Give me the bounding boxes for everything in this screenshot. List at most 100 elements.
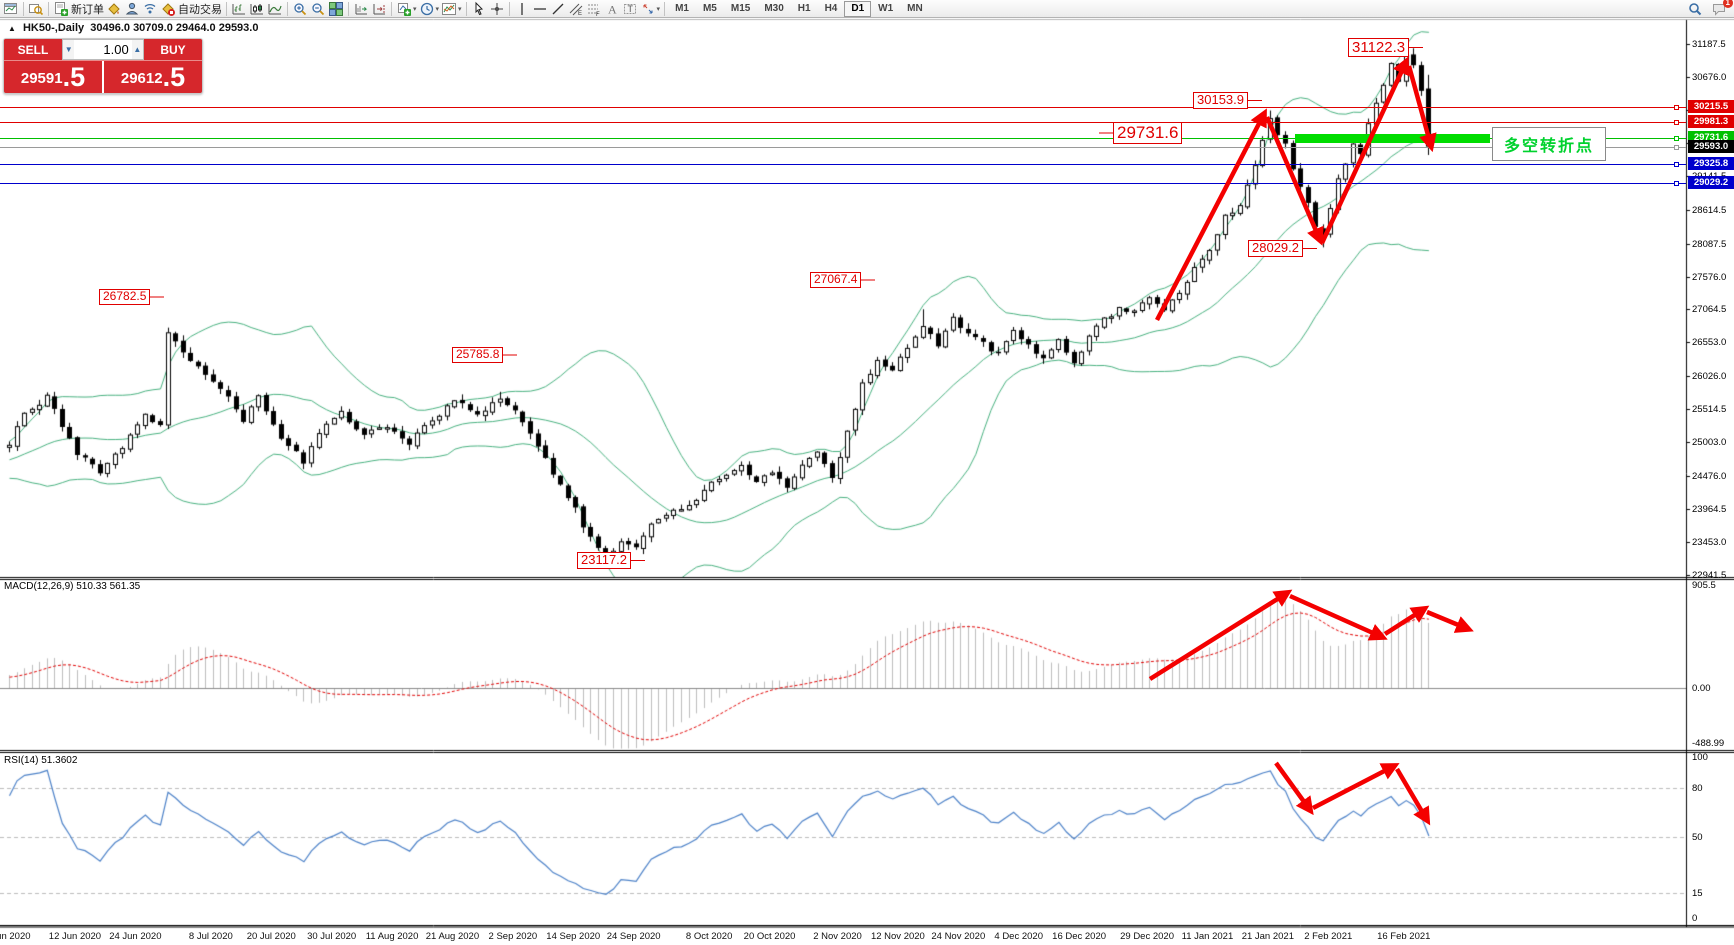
volume-input[interactable]: [74, 40, 132, 59]
indicators-icon: [398, 2, 411, 16]
horizontal-line-button[interactable]: [531, 1, 549, 17]
price-annotation-30153.9[interactable]: 30153.9: [1193, 92, 1248, 109]
timeframe-button-m15[interactable]: M15: [730, 3, 751, 14]
toolbar-separator: [465, 1, 467, 16]
signal-button[interactable]: [141, 1, 159, 17]
price-annotation-26782.5[interactable]: 26782.5: [99, 289, 151, 305]
y-axis-tick-label: 25003.0: [1692, 437, 1727, 448]
rsi-axis-label: 50: [1692, 832, 1703, 843]
cursor-button[interactable]: [470, 1, 488, 17]
price-annotation-31122.3[interactable]: 31122.3: [1348, 38, 1410, 58]
timeframe-button-w1[interactable]: W1: [878, 3, 894, 14]
templates-button[interactable]: ▾: [440, 1, 463, 17]
collapse-trade-panel-icon[interactable]: ▲: [8, 24, 16, 33]
sell-price[interactable]: 29591 .5: [4, 61, 104, 93]
rsi-indicator-label: RSI(14) 51.3602: [4, 755, 78, 766]
search-icon: [1689, 3, 1702, 16]
buy-price[interactable]: 29612 .5: [104, 61, 202, 93]
pivot-annotation-box[interactable]: 多空转折点: [1492, 127, 1606, 161]
timeframe-button-d1[interactable]: D1: [844, 0, 872, 17]
horizontal-line-29731.6[interactable]: [0, 138, 1686, 139]
date-axis-label: 12 Jun 2020: [48, 931, 102, 942]
line-handle[interactable]: [1674, 105, 1679, 110]
templates-icon: [442, 2, 457, 15]
price-annotation-29731.6[interactable]: 29731.6: [1113, 122, 1183, 144]
price-annotation-28029.2[interactable]: 28029.2: [1248, 240, 1303, 257]
equidistant-channel-button[interactable]: E: [567, 1, 585, 17]
line-handle[interactable]: [1674, 145, 1679, 150]
volume-decrease-button[interactable]: ▼: [63, 40, 75, 59]
text-icon: A: [608, 2, 617, 16]
rsi-axis-label: 0: [1692, 913, 1698, 924]
date-axis-label: 2 Feb 2021: [1304, 931, 1353, 942]
profile-button[interactable]: [123, 1, 141, 17]
auto-scroll-button[interactable]: [352, 1, 370, 17]
text-button[interactable]: A: [603, 1, 621, 17]
line-handle[interactable]: [1674, 136, 1679, 141]
horizontal-line-29325.8[interactable]: [0, 164, 1686, 165]
new-order-button[interactable]: 新订单: [52, 1, 105, 17]
sell-button[interactable]: SELL: [4, 39, 62, 60]
timeframe-button-m30[interactable]: M30: [764, 3, 784, 14]
one-click-trade-widget: SELL ▼ ▲ BUY 29591 .5 29612 .5: [3, 38, 203, 94]
notifications-button[interactable]: 1: [1710, 0, 1733, 17]
date-axis-label: 12 Nov 2020: [870, 931, 925, 942]
periods-button[interactable]: ▾: [418, 1, 441, 17]
buy-button[interactable]: BUY: [144, 39, 202, 60]
y-axis-tick-label: 28087.5: [1692, 239, 1727, 250]
y-axis-tick-label: 27576.0: [1692, 272, 1727, 283]
line-handle[interactable]: [1674, 162, 1679, 167]
date-axis-label: 11 Aug 2020: [365, 931, 419, 942]
axis-price-label: 29029.2: [1688, 176, 1734, 189]
fibonacci-button[interactable]: F: [585, 1, 603, 17]
line-chart-button[interactable]: [266, 1, 284, 17]
axis-price-label: 29593.0: [1688, 140, 1734, 153]
horizontal-line-29981.3[interactable]: [0, 122, 1686, 123]
tile-windows-button[interactable]: [327, 1, 345, 17]
macd-axis-label: 905.5: [1692, 580, 1716, 591]
horizontal-line-29029.2[interactable]: [0, 183, 1686, 184]
price-annotation-25785.8[interactable]: 25785.8: [452, 347, 504, 363]
horizontal-line-30215.5[interactable]: [0, 107, 1686, 108]
timeframe-button-m1[interactable]: M1: [675, 3, 689, 14]
line-handle[interactable]: [1674, 120, 1679, 125]
timeframe-button-mn[interactable]: MN: [907, 3, 923, 14]
timeframe-button-h1[interactable]: H1: [797, 3, 811, 14]
line-handle[interactable]: [1674, 181, 1679, 186]
date-axis-label: 14 Sep 2020: [546, 931, 601, 942]
window-button[interactable]: [2, 1, 20, 17]
data-window-button[interactable]: [27, 1, 45, 17]
crosshair-button[interactable]: [488, 1, 506, 17]
price-annotation-23117.2[interactable]: 23117.2: [577, 552, 632, 569]
vertical-line-button[interactable]: [513, 1, 531, 17]
toolbar-separator: [23, 1, 24, 16]
macd-axis-label: -488.99: [1692, 738, 1725, 749]
volume-increase-button[interactable]: ▲: [131, 40, 143, 59]
volume-stepper: ▼ ▲: [62, 39, 144, 60]
date-axis-label: 30 Jul 2020: [307, 931, 357, 942]
dropdown-arrow-icon: ▾: [413, 5, 417, 13]
trendline-button[interactable]: [549, 1, 567, 17]
timeframe-button-m5[interactable]: M5: [702, 3, 717, 14]
horizontal-line-29593.0[interactable]: [0, 147, 1686, 148]
indicators-button[interactable]: ▾: [395, 1, 418, 17]
price-annotation-27067.4[interactable]: 27067.4: [810, 272, 862, 288]
timeframe-button-h4[interactable]: H4: [824, 3, 838, 14]
y-axis-tick-label: 23964.5: [1692, 504, 1727, 515]
date-axis-label: 8 Jul 2020: [188, 931, 233, 942]
crosshair-icon: [490, 2, 503, 15]
candle-chart-button[interactable]: [248, 1, 266, 17]
zoom-out-button[interactable]: [309, 1, 327, 17]
autotrade-button[interactable]: 自动交易: [159, 1, 223, 17]
search-button[interactable]: [1686, 1, 1704, 17]
date-axis-label: 20 Jul 2020: [246, 931, 296, 942]
styles-bucket-button[interactable]: [105, 1, 123, 17]
text-label-button[interactable]: T: [621, 1, 639, 17]
chart-shift-button[interactable]: [370, 1, 388, 17]
arrows-button[interactable]: ▾: [639, 1, 662, 17]
zoom-in-button[interactable]: [291, 1, 309, 17]
y-axis-tick-label: 26026.0: [1692, 371, 1727, 382]
bar-chart-button[interactable]: [230, 1, 248, 17]
y-axis-tick-label: 30676.0: [1692, 72, 1727, 83]
